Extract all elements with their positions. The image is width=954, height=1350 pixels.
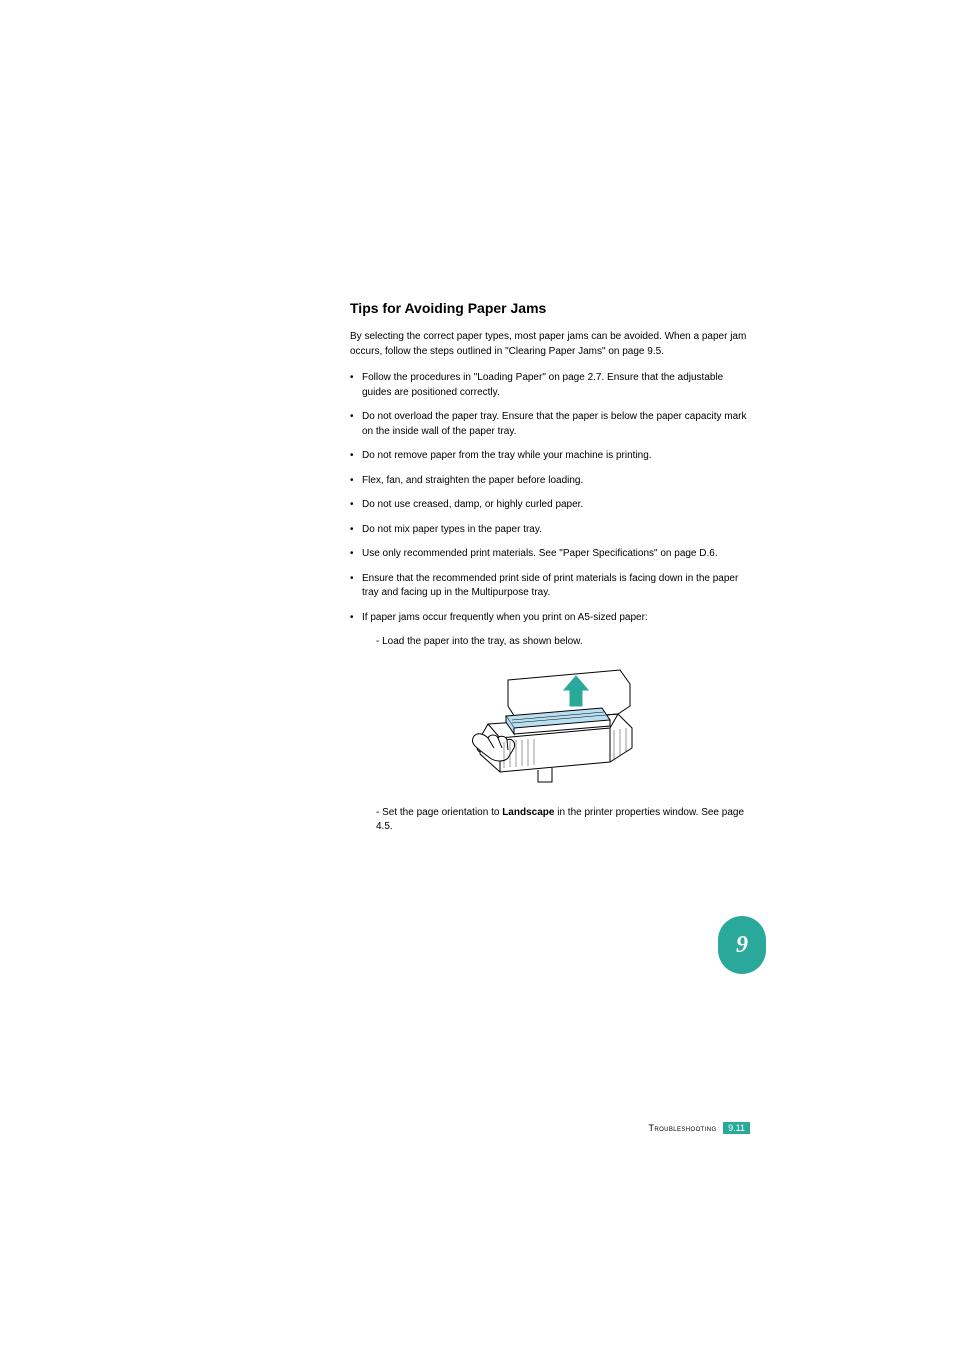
- tray-svg: [460, 662, 640, 792]
- chapter-number: 9: [736, 932, 748, 959]
- list-item: Do not remove paper from the tray while …: [350, 449, 750, 464]
- list-item: Do not mix paper types in the paper tray…: [350, 523, 750, 538]
- sub-item: - Load the paper into the tray, as shown…: [376, 635, 750, 650]
- list-item: Follow the procedures in "Loading Paper"…: [350, 371, 750, 400]
- list-item-text: If paper jams occur frequently when you …: [362, 612, 648, 623]
- list-item: Use only recommended print materials. Se…: [350, 547, 750, 562]
- list-item: Ensure that the recommended print side o…: [350, 572, 750, 601]
- list-item: Do not overload the paper tray. Ensure t…: [350, 410, 750, 439]
- list-item: If paper jams occur frequently when you …: [350, 611, 750, 650]
- list-item: Do not use creased, damp, or highly curl…: [350, 498, 750, 513]
- intro-paragraph: By selecting the correct paper types, mo…: [350, 330, 750, 359]
- list-item: Flex, fan, and straighten the paper befo…: [350, 474, 750, 489]
- sub-text-bold: Landscape: [502, 807, 554, 818]
- tips-list: Follow the procedures in "Loading Paper"…: [350, 371, 750, 650]
- footer-page-number: 9.11: [723, 1122, 750, 1134]
- sub-text-pre: - Set the page orientation to: [376, 807, 502, 818]
- section-heading: Tips for Avoiding Paper Jams: [350, 300, 750, 316]
- tray-illustration: [350, 662, 750, 792]
- page-footer: Troubleshooting 9.11: [350, 1122, 750, 1134]
- sub-item: - Set the page orientation to Landscape …: [376, 806, 750, 835]
- footer-section: Troubleshooting: [648, 1123, 716, 1133]
- page-content: Tips for Avoiding Paper Jams By selectin…: [350, 300, 750, 835]
- chapter-tab: 9: [718, 916, 766, 974]
